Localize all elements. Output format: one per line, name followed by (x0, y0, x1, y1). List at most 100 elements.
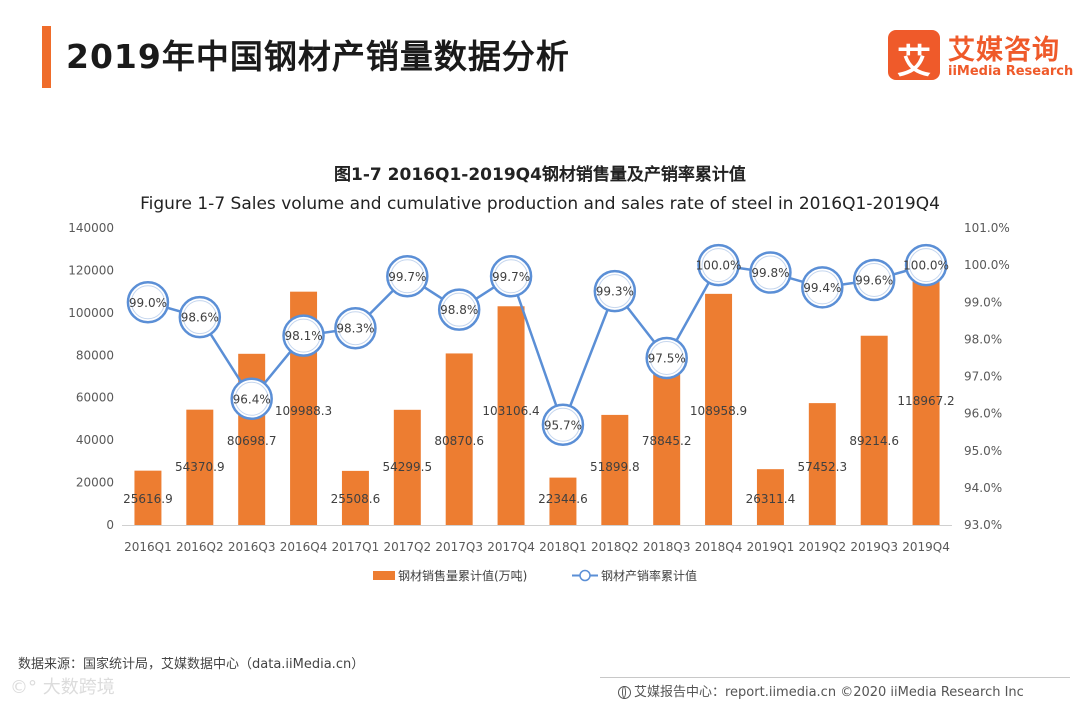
rate-marker-ring (805, 270, 840, 305)
y-right-tick-label: 100.0% (964, 258, 1010, 272)
rate-marker (178, 295, 222, 339)
page-title: 2019年中国钢材产销量数据分析 (66, 37, 570, 76)
x-tick-label: 2017Q2 (384, 540, 432, 554)
bar-data-label: 25616.9 (123, 492, 173, 506)
x-tick-label: 2018Q1 (539, 540, 587, 554)
rate-marker-ring (857, 262, 892, 297)
bar (393, 409, 421, 525)
bar (808, 403, 836, 525)
watermark: ©° 大数跨境 (10, 677, 115, 698)
bar (134, 470, 162, 525)
rate-data-label: 98.6% (181, 311, 219, 325)
x-tick-label: 2018Q3 (643, 540, 691, 554)
rate-marker (904, 243, 948, 287)
y-left-tick-label: 60000 (76, 391, 114, 405)
rate-data-label: 95.7% (544, 418, 582, 432)
bar (601, 414, 629, 525)
footer[interactable]: 艾媒报告中心：report.iimedia.cn ©2020 iiMedia R… (618, 681, 1024, 700)
y-right-tick-label: 98.0% (964, 332, 1002, 346)
logo-name-cn: 艾媒咨询 (948, 35, 1060, 66)
iimedia-logo[interactable]: 艾 艾媒咨询 iiMedia Research (888, 28, 1073, 84)
y-right-tick-label: 93.0% (964, 518, 1002, 532)
bar (186, 409, 214, 525)
rate-marker-ring (649, 340, 684, 375)
rate-data-label: 99.7% (388, 270, 426, 284)
bar (860, 335, 888, 525)
y-right-tick-label: 101.0% (964, 221, 1010, 235)
y-right-tick-label: 99.0% (964, 295, 1002, 309)
bar-data-label: 80870.6 (434, 434, 484, 448)
x-tick-label: 2016Q1 (124, 540, 172, 554)
x-tick-label: 2019Q1 (747, 540, 795, 554)
y-right-tick-label: 94.0% (964, 481, 1002, 495)
legend-bar-swatch (373, 571, 395, 580)
rate-marker (386, 255, 429, 298)
bar-data-label: 89214.6 (849, 434, 899, 448)
footer-text: 艾媒报告中心：report.iimedia.cn ©2020 iiMedia R… (634, 685, 1024, 700)
rate-marker (126, 281, 170, 324)
x-tick-label: 2017Q4 (487, 540, 535, 554)
bar-data-label: 103106.4 (482, 404, 539, 418)
y-right-tick-label: 96.0% (964, 407, 1002, 421)
rate-data-label: 99.6% (855, 273, 893, 287)
rate-marker-ring (701, 248, 736, 283)
bar (653, 357, 681, 525)
rate-marker-ring (338, 311, 373, 346)
legend-line-label: 钢材产销率累计值 (601, 568, 697, 583)
rate-marker (852, 258, 896, 302)
bar (341, 470, 369, 525)
y-left-tick-label: 0 (106, 518, 114, 532)
logo-mark-char: 艾 (897, 42, 931, 82)
rate-data-label: 99.3% (596, 285, 634, 299)
bar (549, 477, 577, 525)
rate-data-label: 96.4% (233, 392, 271, 406)
bar-data-label: 78845.2 (642, 434, 692, 448)
rate-marker-ring (182, 300, 217, 335)
rate-marker (593, 269, 637, 313)
rate-data-label: 99.7% (492, 270, 530, 284)
x-tick-label: 2019Q3 (850, 540, 898, 554)
rate-marker (749, 251, 792, 294)
bar (912, 272, 940, 525)
bar (445, 353, 473, 525)
rate-marker-ring (286, 318, 321, 353)
rate-marker-ring (494, 259, 529, 294)
rate-line (147, 263, 927, 429)
x-tick-label: 2018Q2 (591, 540, 639, 554)
bar-data-label: 118967.2 (897, 394, 954, 408)
rate-marker (645, 336, 688, 380)
footer-divider (600, 677, 1070, 678)
globe-icon (618, 686, 631, 699)
x-tick-label: 2019Q2 (799, 540, 847, 554)
x-tick-label: 2017Q3 (435, 540, 483, 554)
x-tick-label: 2017Q1 (332, 540, 380, 554)
rate-marker (541, 403, 585, 447)
legend-line-marker (579, 569, 591, 582)
y-right-tick-label: 97.0% (964, 370, 1002, 384)
rate-data-label: 98.8% (440, 303, 478, 317)
bar (497, 306, 525, 525)
rate-marker-ring (234, 381, 269, 416)
rate-data-label: 98.1% (285, 329, 323, 343)
title-accent-bar (42, 26, 51, 88)
rate-marker-ring (130, 285, 165, 320)
x-tick-label: 2019Q4 (902, 540, 950, 554)
bar-data-label: 54370.9 (175, 460, 225, 474)
y-left-tick-label: 40000 (76, 433, 114, 447)
rate-marker-ring (909, 248, 944, 283)
x-tick-label: 2018Q4 (695, 540, 743, 554)
y-left-tick-label: 120000 (68, 263, 114, 277)
rate-data-label: 97.5% (648, 351, 686, 365)
bar-data-label: 108958.9 (690, 404, 747, 418)
rate-data-label: 99.4% (803, 281, 841, 295)
x-tick-label: 2016Q2 (176, 540, 224, 554)
rate-data-label: 98.3% (336, 322, 374, 336)
logo-name-en: iiMedia Research (948, 64, 1074, 79)
y-left-tick-label: 80000 (76, 348, 114, 362)
bar-data-label: 26311.4 (746, 492, 796, 506)
rate-marker-ring (545, 407, 580, 442)
bar (756, 469, 784, 525)
rate-marker-ring (597, 274, 632, 309)
rate-marker-ring (753, 255, 788, 290)
